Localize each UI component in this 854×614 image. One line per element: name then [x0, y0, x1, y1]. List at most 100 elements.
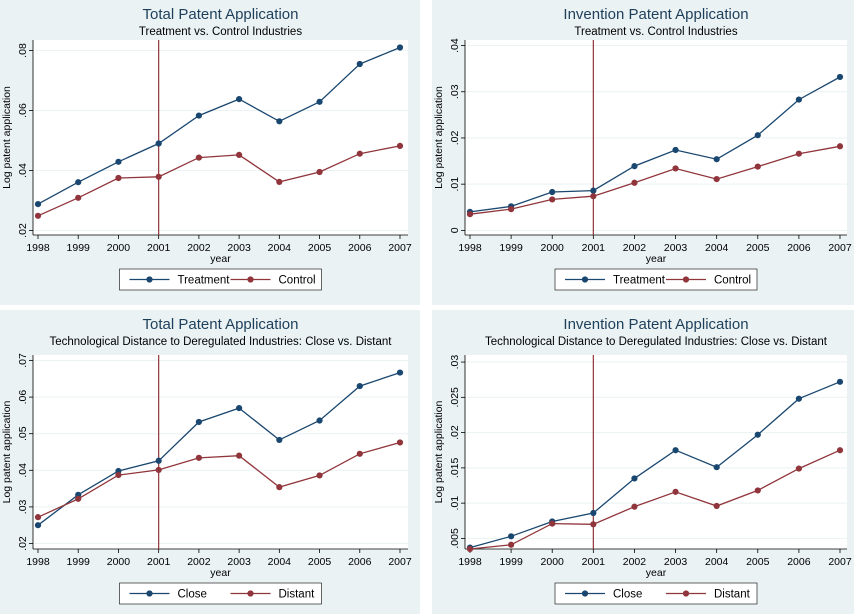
data-point-distant — [836, 447, 844, 454]
data-point-distant — [754, 487, 761, 494]
data-point-treatment — [356, 60, 363, 68]
series-line-close — [37, 371, 401, 526]
y-tick-label: .08 — [17, 43, 29, 58]
data-point-distant — [466, 545, 474, 553]
legend: Close Distant — [554, 582, 758, 605]
x-tick-label: 2002 — [187, 242, 211, 254]
series-line-treatment — [37, 46, 401, 205]
data-point-treatment — [836, 73, 844, 81]
x-tick-label: 2007 — [828, 242, 852, 254]
data-point-treatment — [195, 112, 202, 119]
data-point-distant — [508, 541, 515, 548]
x-tick-label: 2001 — [147, 242, 171, 254]
data-point-control — [195, 154, 202, 161]
plot-area — [33, 355, 408, 549]
series-line-close — [469, 381, 841, 549]
x-tick-label: 2005 — [746, 242, 770, 254]
x-tick-label: 2003 — [227, 556, 251, 568]
legend-label-close: Close — [613, 589, 642, 601]
data-point-control — [631, 179, 638, 186]
chart-panel-4: .005 .01 .015 .02 .025 .03 1998 1999 2000 2001 200… — [432, 310, 854, 614]
data-point-distant — [396, 439, 404, 446]
data-point-treatment — [236, 96, 243, 103]
chart-title: Invention Patent Application — [563, 316, 748, 333]
y-tick-label: .04 — [17, 163, 29, 178]
data-point-distant — [356, 450, 363, 457]
legend-swatch-marker — [581, 276, 589, 283]
x-tick-label: 2005 — [308, 556, 332, 568]
x-tick-label: 2004 — [705, 556, 729, 568]
data-point-control — [754, 163, 761, 170]
x-tick-label: 2006 — [787, 556, 811, 568]
legend-swatch-marker — [682, 590, 690, 597]
legend-swatch-marker — [581, 590, 589, 597]
y-axis-label: Log patent application — [433, 400, 445, 503]
data-point-close — [672, 447, 679, 454]
data-point-distant — [276, 484, 283, 491]
data-point-control — [236, 151, 243, 158]
y-tick-label: .03 — [17, 499, 29, 514]
legend-label-control: Control — [279, 275, 316, 287]
data-point-control — [356, 150, 363, 157]
chart-subtitle: Technological Distance to Deregulated In… — [50, 336, 393, 348]
x-tick-label: 2006 — [348, 242, 372, 254]
y-axis-label: Log patent application — [1, 400, 13, 503]
chart-subtitle: Treatment vs. Control Industries — [139, 26, 302, 38]
chart-panel-2: 0 .01 .02 .03 .04 1998 1999 2000 2001 2002 2003 200… — [432, 0, 854, 305]
x-axis-label: year — [646, 253, 667, 265]
data-point-distant — [236, 452, 243, 459]
data-point-close — [836, 378, 844, 385]
data-point-distant — [631, 503, 638, 510]
y-tick-label: .03 — [449, 355, 461, 370]
data-point-close — [276, 436, 283, 444]
data-point-control — [508, 206, 515, 213]
data-point-distant — [672, 488, 679, 495]
y-tick-label: .03 — [449, 84, 461, 99]
data-point-treatment — [155, 140, 162, 147]
series-line-distant — [469, 449, 841, 550]
x-axis-label: year — [646, 567, 667, 579]
data-point-close — [356, 383, 363, 390]
chart-subtitle: Treatment vs. Control Industries — [574, 26, 737, 38]
data-point-treatment — [34, 201, 42, 208]
x-tick-label: 2007 — [388, 242, 412, 254]
data-point-control — [155, 173, 162, 180]
legend-label-treatment: Treatment — [178, 275, 231, 287]
legend-label-distant: Distant — [714, 589, 751, 601]
x-tick-label: 2001 — [147, 556, 171, 568]
x-axis-label: year — [210, 253, 231, 265]
data-point-close — [631, 475, 638, 482]
legend-box — [119, 582, 322, 605]
x-tick-label: 2002 — [187, 556, 211, 568]
data-point-treatment — [396, 44, 404, 51]
data-point-treatment — [316, 98, 323, 105]
y-tick-label: .05 — [17, 426, 29, 441]
data-point-distant — [316, 472, 323, 479]
data-point-control — [75, 194, 82, 201]
y-tick-label: .02 — [449, 425, 461, 440]
x-tick-label: 2003 — [227, 242, 251, 254]
x-tick-label: 1998 — [26, 242, 50, 254]
x-tick-label: 2005 — [308, 242, 332, 254]
x-tick-label: 1999 — [499, 556, 523, 568]
data-point-close — [508, 533, 515, 540]
x-tick-label: 1998 — [26, 556, 50, 568]
data-point-control — [795, 150, 802, 157]
y-tick-label: .04 — [449, 38, 461, 53]
series-line-control — [37, 145, 401, 217]
x-tick-label: 2001 — [582, 556, 606, 568]
y-tick-label: .07 — [17, 353, 29, 368]
data-point-control — [466, 211, 474, 218]
y-tick-label: .02 — [449, 131, 461, 146]
legend-label-control: Control — [714, 275, 751, 287]
data-point-control — [115, 174, 122, 182]
data-point-close — [316, 417, 323, 424]
y-tick-label: .06 — [17, 390, 29, 405]
data-point-treatment — [549, 188, 556, 196]
x-tick-label: 1999 — [499, 242, 523, 254]
data-point-control — [34, 212, 42, 219]
legend-swatch-marker — [247, 276, 254, 283]
legend-swatch-marker — [247, 590, 254, 597]
series-line-treatment — [469, 76, 841, 213]
